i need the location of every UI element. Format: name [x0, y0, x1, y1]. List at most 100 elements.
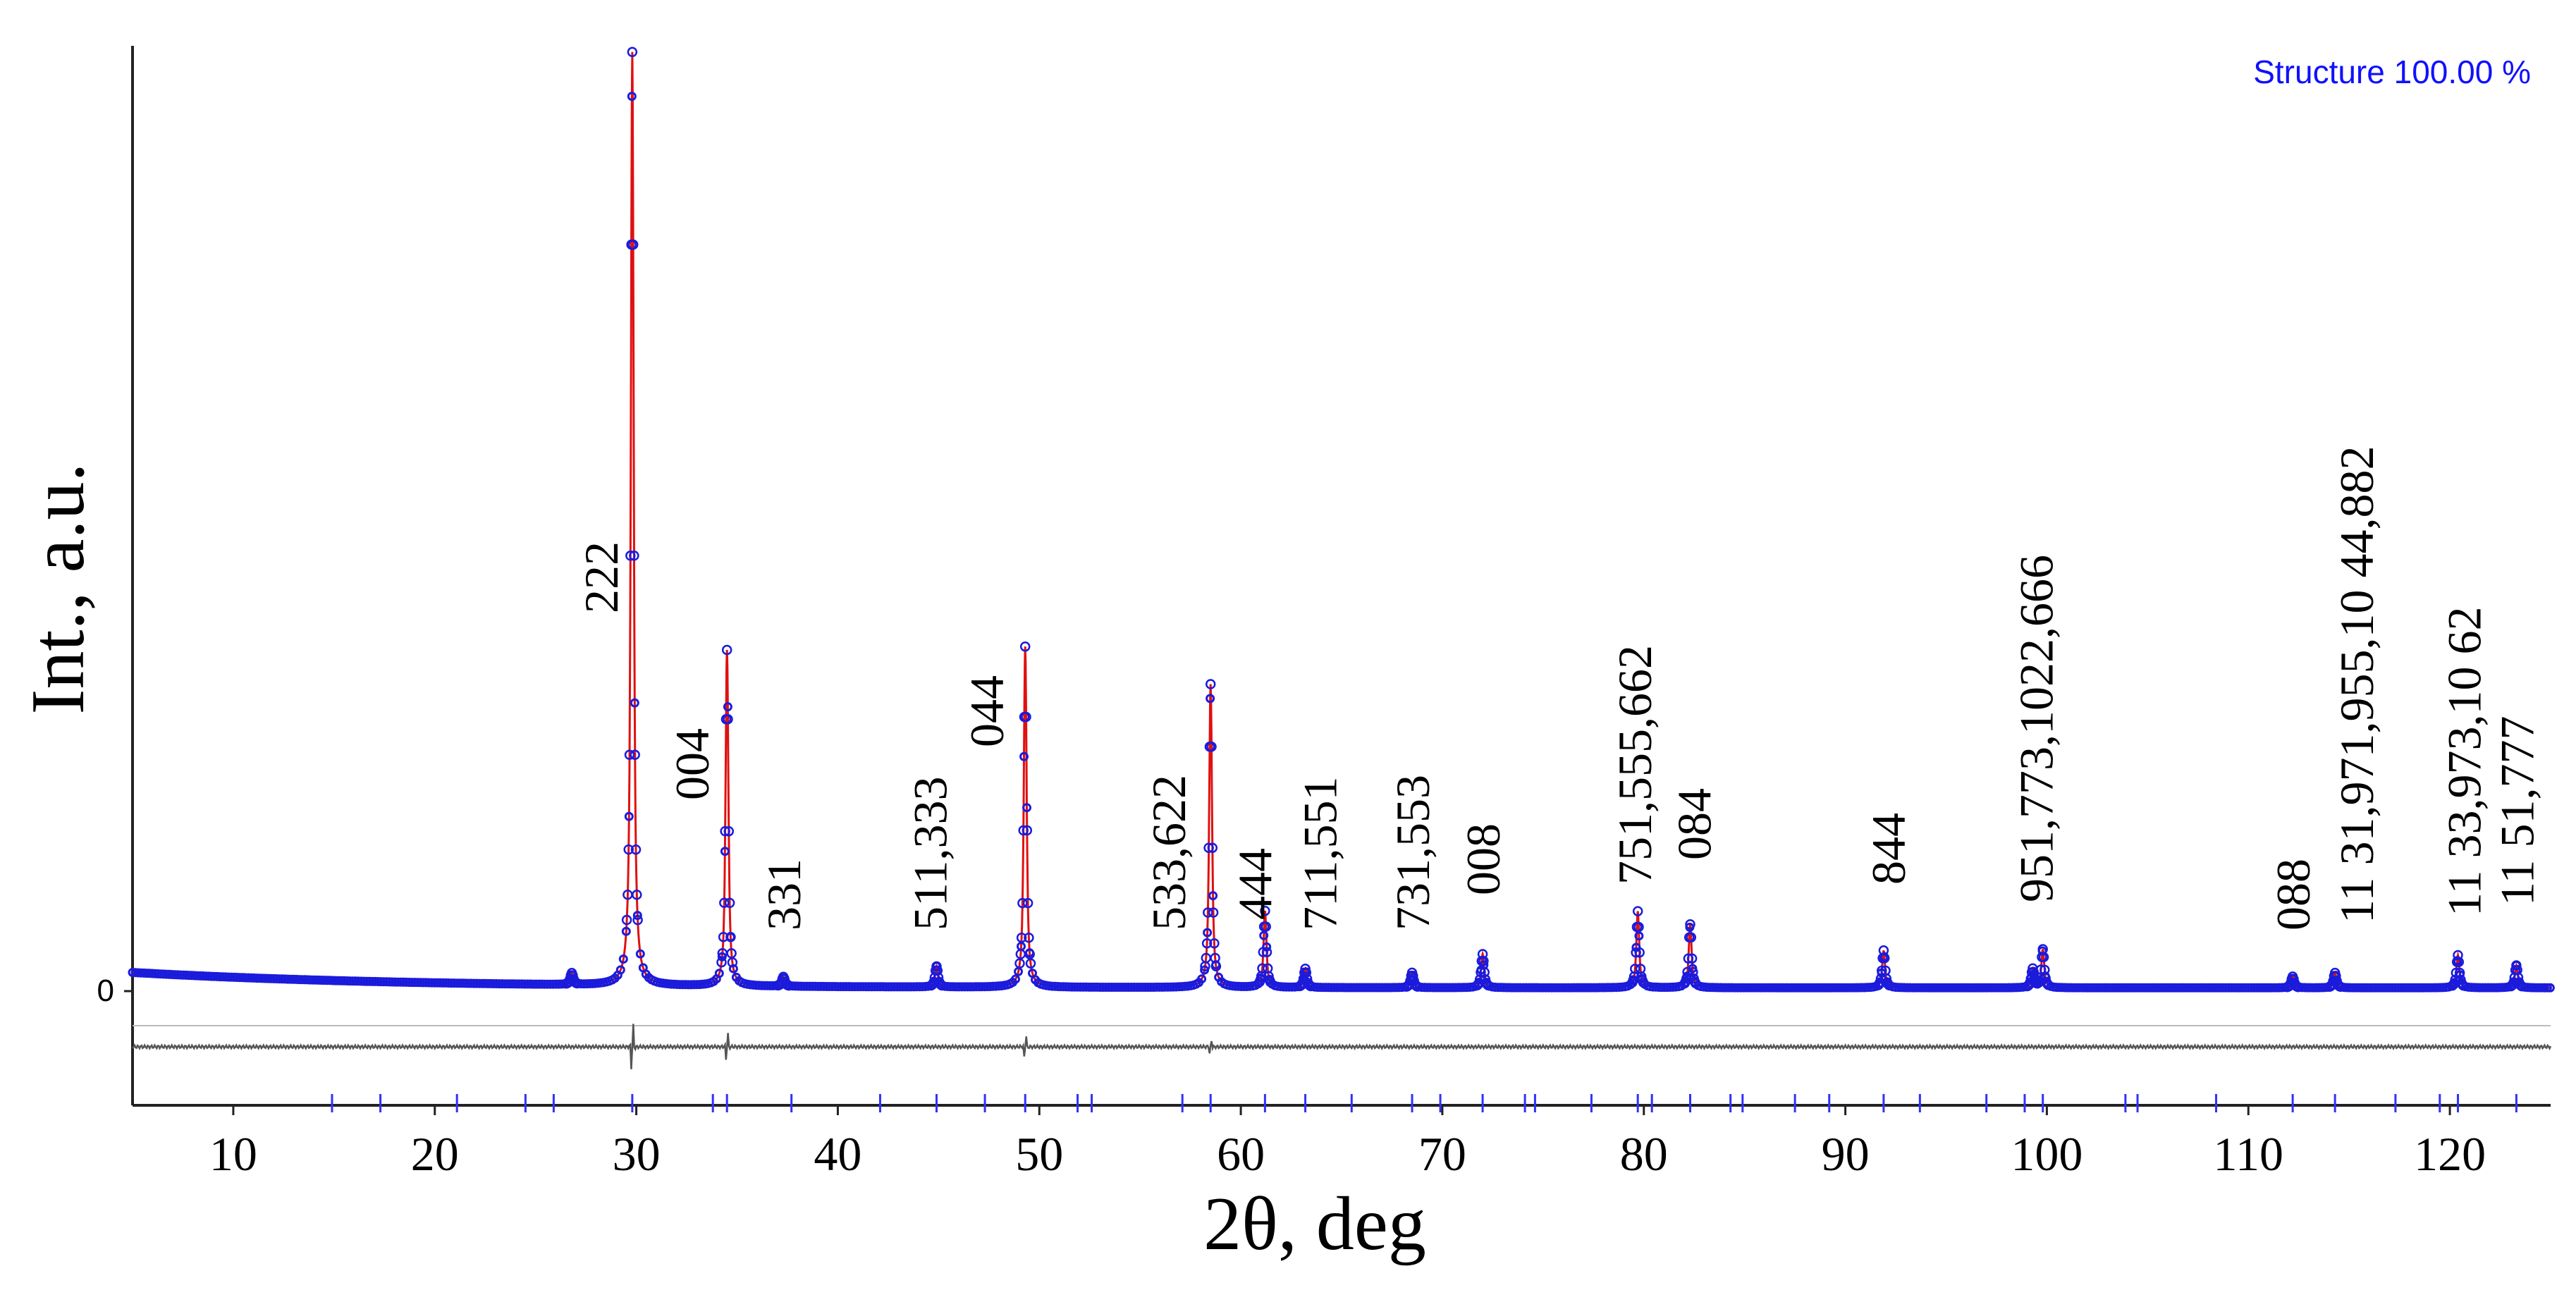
observed-point: [1261, 947, 1272, 957]
observed-point: [1205, 679, 1216, 689]
peak-label: 711,551: [1294, 777, 1347, 930]
observed-point: [2335, 981, 2346, 993]
peak-label: 751,555,662: [1608, 645, 1662, 885]
observed-point: [1300, 964, 1311, 974]
difference-curve-line: [132, 1024, 2552, 1069]
peak-label: 511,333: [904, 777, 957, 930]
x-axis-ticks: 10 20 30 40 50 60 70 80 90 100 110 120: [209, 1105, 2486, 1181]
observed-point: [723, 714, 733, 725]
observed-point: [1257, 963, 1268, 974]
x-tick-label: 40: [814, 1127, 861, 1181]
observed-point: [720, 825, 730, 837]
observed-point: [1024, 932, 1034, 943]
observed-point: [1630, 964, 1640, 974]
observed-point: [632, 914, 643, 926]
observed-point: [1634, 947, 1645, 958]
observed-point: [1210, 961, 1222, 971]
observed-point: [1884, 980, 1894, 990]
x-tick-label: 70: [1418, 1127, 1466, 1181]
peak-label: 222: [575, 541, 628, 613]
peak-label: 11 31,971,955,10 44,882: [2330, 446, 2384, 923]
peak-label: 088: [2267, 859, 2320, 930]
observed-point: [627, 239, 639, 250]
x-tick-label: 30: [613, 1127, 661, 1181]
observed-point: [2516, 981, 2527, 992]
observed-point: [1261, 921, 1271, 932]
observed-point: [723, 825, 735, 837]
observed-point: [2454, 967, 2465, 978]
x-tick-label: 50: [1015, 1127, 1063, 1181]
observed-point: [719, 897, 730, 909]
observed-points-group: [128, 47, 2555, 993]
x-tick-label: 80: [1620, 1127, 1668, 1181]
observed-point: [718, 931, 729, 942]
x-tick-label: 120: [2414, 1127, 2486, 1181]
observed-point: [1688, 966, 1698, 978]
observed-point: [2453, 957, 2465, 967]
peak-label: 533,622: [1142, 775, 1196, 930]
x-tick-label: 110: [2214, 1127, 2283, 1181]
observed-point: [1265, 976, 1276, 988]
x-tick-label: 10: [209, 1127, 257, 1181]
observed-point: [1022, 803, 1031, 813]
peak-label: 008: [1456, 823, 1510, 895]
observed-point: [632, 890, 642, 900]
observed-point: [1483, 980, 1494, 991]
observed-point: [624, 749, 635, 761]
observed-point: [1479, 966, 1490, 978]
observed-point: [2035, 964, 2047, 975]
peak-label: 731,553: [1386, 775, 1440, 930]
x-tick-label: 100: [2011, 1127, 2083, 1181]
observed-point: [1633, 921, 1644, 933]
observed-point: [2458, 980, 2469, 991]
observed-point: [1201, 938, 1213, 949]
peak-label: 331: [757, 859, 811, 930]
x-axis-title: 2θ, deg: [1203, 1182, 1426, 1266]
observed-point: [1206, 742, 1217, 752]
observed-point: [627, 92, 637, 102]
observed-point: [1682, 966, 1693, 978]
observed-point: [627, 47, 638, 58]
observed-point: [1690, 978, 1701, 989]
observed-point: [2043, 980, 2054, 990]
peak-label: 084: [1668, 788, 1722, 860]
observed-point: [1476, 966, 1486, 978]
bragg-reflection-ticks: [331, 1094, 2517, 1112]
observed-point: [1686, 932, 1697, 942]
observed-point: [1208, 891, 1218, 901]
observed-point: [621, 914, 632, 926]
observed-point: [624, 811, 634, 821]
observed-point: [932, 965, 943, 976]
observed-point: [1412, 981, 1423, 992]
observed-point: [1017, 897, 1028, 909]
observed-point: [1207, 842, 1218, 853]
observed-point: [1258, 947, 1269, 957]
observed-point: [1634, 931, 1644, 941]
difference-curve-group: [132, 1024, 2552, 1069]
observed-point: [1203, 842, 1214, 853]
observed-point: [723, 702, 732, 712]
observed-point: [1478, 956, 1489, 966]
observed-point: [2511, 960, 2522, 971]
peak-label: 844: [1862, 813, 1915, 885]
observed-point: [1025, 958, 1036, 969]
observed-point: [1197, 974, 1207, 984]
observed-point: [1686, 953, 1698, 964]
observed-point: [1259, 930, 1269, 940]
observed-point: [630, 749, 640, 761]
observed-point: [1022, 825, 1033, 836]
observed-point: [1208, 907, 1219, 918]
observed-point: [623, 844, 634, 855]
observed-point: [625, 551, 636, 561]
observed-point: [2545, 983, 2555, 993]
observed-point: [728, 964, 738, 973]
peak-label: 11 33,973,10 62: [2438, 607, 2491, 916]
observed-point: [725, 932, 736, 942]
observed-point: [630, 844, 642, 855]
observed-point: [714, 969, 724, 978]
observed-point: [1685, 919, 1695, 930]
observed-point: [1206, 694, 1215, 704]
peak-label: 951,773,1022,666: [2010, 555, 2063, 902]
observed-point: [1631, 947, 1641, 958]
observed-point: [1306, 981, 1316, 992]
